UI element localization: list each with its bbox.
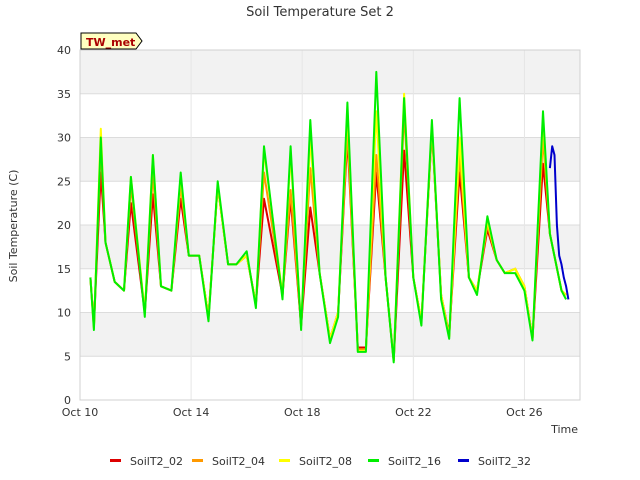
plot-band [80,225,580,269]
chart-title: Soil Temperature Set 2 [246,5,394,20]
series-line-soilt2_32 [548,145,570,300]
legend-swatch [110,459,121,462]
legend: SoilT2_02 SoilT2_04 SoilT2_08 SoilT2_16 Soil… [110,455,531,468]
y-tick-label: 15 [57,263,71,276]
x-tick-label: Oct 10 [62,406,99,419]
legend-swatch [458,459,469,462]
series-line-soilt2_16 [89,70,567,364]
legend-label: SoilT2_16 [388,455,441,468]
x-tick-label: Oct 26 [506,406,543,419]
y-tick-label: 30 [57,132,71,145]
y-tick-label: 40 [57,44,71,57]
y-tick-labels: 0 5 10 15 20 25 30 35 40 [57,44,71,407]
x-tick-label: Oct 22 [395,406,432,419]
plot-frame [79,49,581,401]
legend-label: SoilT2_32 [478,455,531,468]
y-axis-label: Soil Temperature (C) [7,170,20,283]
y-tick-label: 0 [64,394,71,407]
annotation-tag: TW_met [80,32,143,50]
x-axis-label: Time [550,423,578,436]
x-tick-label: Oct 18 [284,406,321,419]
y-tick-label: 10 [57,307,71,320]
annotation-text: TW_met [86,36,135,49]
legend-label: SoilT2_02 [130,455,183,468]
series-layer [89,70,570,364]
plot-band [80,137,580,182]
y-tick-label: 5 [64,350,71,363]
legend-label: SoilT2_08 [299,455,352,468]
y-tick-label: 20 [57,219,71,232]
plot-bands [80,50,580,357]
legend-swatch [192,459,203,462]
y-tick-label: 35 [57,88,71,101]
legend-swatch [279,459,290,462]
x-tick-labels: Oct 10 Oct 14 Oct 18 Oct 22 Oct 26 [62,406,543,419]
x-tick-label: Oct 14 [173,406,210,419]
legend-label: SoilT2_04 [212,455,265,468]
plot-band [80,50,580,94]
y-tick-label: 25 [57,175,71,188]
annotation-box [80,32,143,50]
legend-swatch [368,459,379,462]
